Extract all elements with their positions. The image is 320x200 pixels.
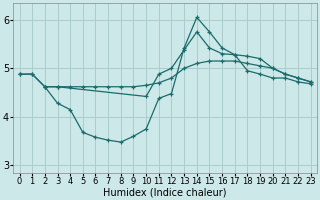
X-axis label: Humidex (Indice chaleur): Humidex (Indice chaleur) xyxy=(103,187,227,197)
